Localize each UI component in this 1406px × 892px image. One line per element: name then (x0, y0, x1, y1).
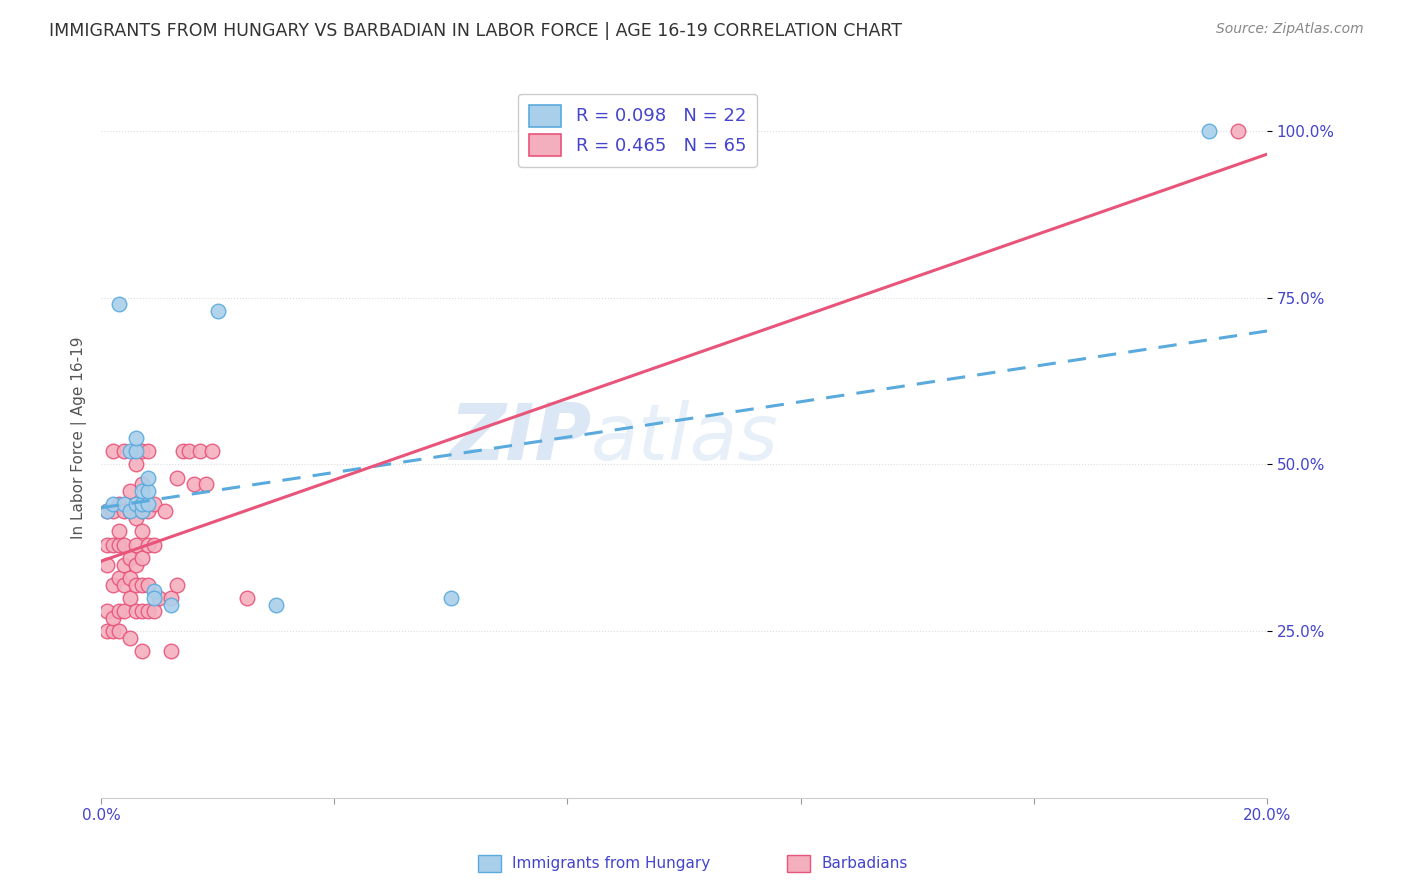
Point (114, 577, 136, 591)
Point (166, 471, 188, 485)
Point (131, 444, 153, 458)
Point (160, 598, 183, 612)
Point (131, 498, 153, 512)
Point (125, 511, 148, 525)
Point (195, 477, 218, 491)
Point (136, 537, 159, 551)
Point (114, 537, 136, 551)
Point (125, 498, 148, 512)
Point (120, 550, 142, 565)
Point (131, 477, 153, 491)
Legend: R = 0.098   N = 22, R = 0.465   N = 65: R = 0.098 N = 22, R = 0.465 N = 65 (517, 94, 756, 167)
Point (101, 537, 124, 551)
Point (142, 537, 165, 551)
Text: IMMIGRANTS FROM HUNGARY VS BARBADIAN IN LABOR FORCE | AGE 16-19 CORRELATION CHAR: IMMIGRANTS FROM HUNGARY VS BARBADIAN IN … (49, 22, 903, 40)
Point (96, 604, 118, 618)
Y-axis label: In Labor Force | Age 16-19: In Labor Force | Age 16-19 (72, 336, 87, 539)
Point (142, 584, 165, 599)
Point (172, 444, 194, 458)
Point (131, 604, 153, 618)
Point (183, 477, 205, 491)
Point (166, 577, 188, 591)
Point (1198, 124, 1220, 138)
Point (136, 444, 159, 458)
Point (136, 484, 159, 499)
Point (160, 644, 183, 658)
Text: Source: ZipAtlas.com: Source: ZipAtlas.com (1216, 22, 1364, 37)
Text: Immigrants from Hungary: Immigrants from Hungary (512, 856, 710, 871)
Point (131, 524, 153, 538)
Point (96, 558, 118, 572)
Point (201, 444, 224, 458)
Point (131, 504, 153, 518)
Point (96, 504, 118, 518)
Point (264, 598, 287, 612)
Point (101, 624, 124, 639)
Point (101, 611, 124, 625)
Text: ZIP: ZIP (449, 400, 591, 475)
Point (1226, 124, 1249, 138)
Point (120, 631, 142, 645)
Point (120, 504, 142, 518)
Point (96, 624, 118, 639)
Point (120, 504, 142, 518)
Point (142, 591, 165, 605)
Point (125, 444, 148, 458)
Point (188, 444, 211, 458)
Point (125, 537, 148, 551)
Point (114, 504, 136, 518)
Point (107, 571, 129, 585)
Point (155, 504, 177, 518)
Point (131, 550, 153, 565)
Point (101, 504, 124, 518)
Point (114, 604, 136, 618)
Point (440, 591, 463, 605)
Point (107, 297, 129, 311)
Point (148, 591, 170, 605)
Point (120, 571, 142, 585)
Point (131, 504, 153, 518)
Point (131, 644, 153, 658)
Point (131, 484, 153, 499)
Text: Barbadians: Barbadians (821, 856, 907, 871)
Point (236, 591, 259, 605)
Point (125, 558, 148, 572)
Text: atlas: atlas (591, 400, 779, 475)
Point (207, 304, 229, 318)
Point (136, 504, 159, 518)
Point (114, 498, 136, 512)
Point (125, 577, 148, 591)
Point (107, 604, 129, 618)
Point (125, 458, 148, 472)
Point (101, 577, 124, 591)
Point (136, 577, 159, 591)
Point (120, 484, 142, 499)
Point (136, 604, 159, 618)
Point (107, 524, 129, 538)
Point (136, 498, 159, 512)
Point (125, 431, 148, 445)
Point (160, 591, 183, 605)
Point (125, 604, 148, 618)
Point (114, 444, 136, 458)
Point (120, 591, 142, 605)
Point (120, 444, 142, 458)
Point (107, 537, 129, 551)
Point (142, 604, 165, 618)
Point (131, 577, 153, 591)
Point (114, 558, 136, 572)
Point (96, 504, 118, 518)
Point (96, 537, 118, 551)
Point (142, 498, 165, 512)
Point (101, 444, 124, 458)
Point (177, 444, 200, 458)
Point (107, 498, 129, 512)
Point (136, 471, 159, 485)
Point (101, 498, 124, 512)
Point (107, 624, 129, 639)
